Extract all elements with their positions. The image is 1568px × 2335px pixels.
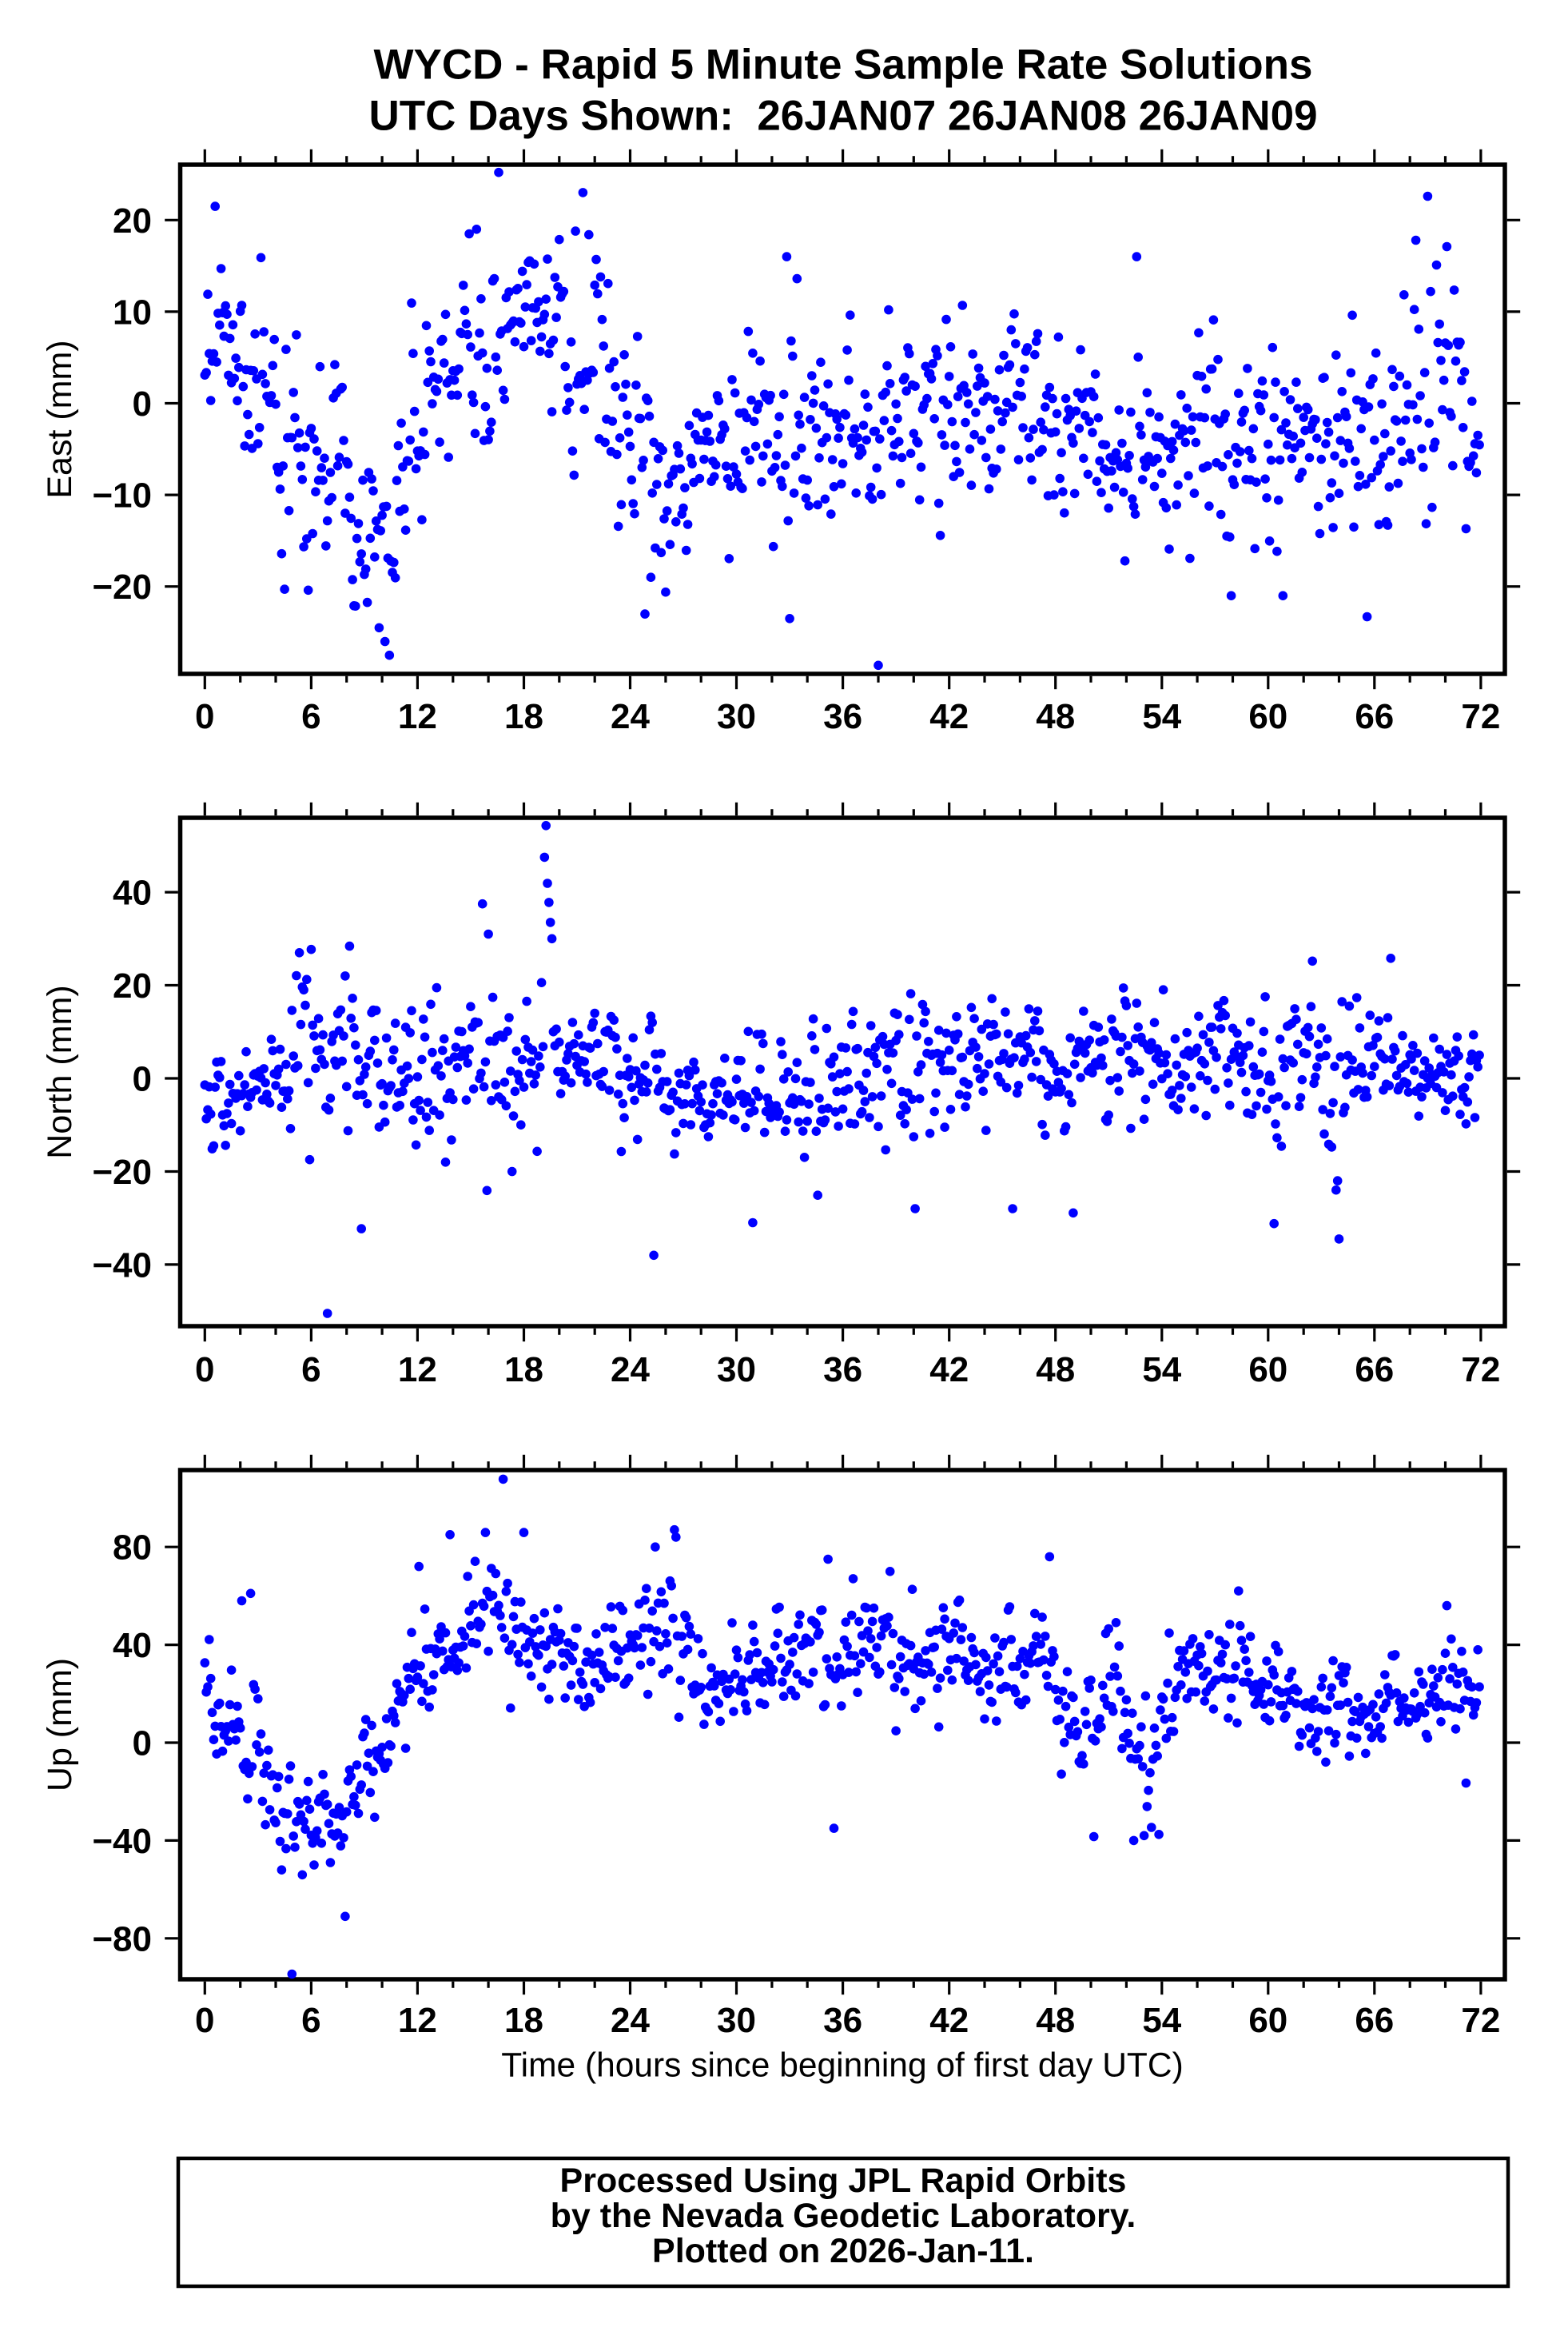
- svg-text:−10: −10: [92, 476, 152, 516]
- svg-text:Plotted on 2026-Jan-11.: Plotted on 2026-Jan-11.: [652, 2232, 1034, 2270]
- svg-text:66: 66: [1355, 2001, 1394, 2040]
- svg-text:30: 30: [717, 1350, 756, 1389]
- svg-text:−80: −80: [92, 1919, 152, 1958]
- svg-text:0: 0: [195, 1350, 214, 1389]
- svg-text:10: 10: [113, 293, 152, 332]
- svg-text:40: 40: [113, 1626, 152, 1665]
- svg-text:66: 66: [1355, 697, 1394, 736]
- svg-text:North (mm): North (mm): [41, 985, 79, 1158]
- svg-text:6: 6: [301, 2001, 320, 2040]
- svg-text:20: 20: [113, 966, 152, 1006]
- svg-text:East (mm): East (mm): [41, 340, 79, 498]
- svg-text:72: 72: [1461, 697, 1500, 736]
- svg-text:12: 12: [398, 2001, 437, 2040]
- svg-text:54: 54: [1142, 697, 1181, 736]
- svg-text:UTC Days Shown: 26JAN07 26JAN: UTC Days Shown: 26JAN07 26JAN08 26JAN09: [368, 92, 1317, 139]
- svg-text:18: 18: [504, 697, 543, 736]
- svg-text:36: 36: [823, 697, 862, 736]
- svg-text:36: 36: [823, 2001, 862, 2040]
- svg-text:42: 42: [929, 1350, 969, 1389]
- svg-text:WYCD - Rapid 5 Minute Sample R: WYCD - Rapid 5 Minute Sample Rate Soluti…: [374, 42, 1313, 89]
- svg-text:−20: −20: [92, 1153, 152, 1192]
- svg-text:−40: −40: [92, 1245, 152, 1285]
- svg-text:12: 12: [398, 697, 437, 736]
- svg-text:24: 24: [611, 2001, 650, 2040]
- svg-text:40: 40: [113, 874, 152, 913]
- svg-text:0: 0: [133, 1060, 152, 1099]
- svg-text:36: 36: [823, 1350, 862, 1389]
- svg-text:48: 48: [1036, 697, 1075, 736]
- svg-text:−20: −20: [92, 568, 152, 607]
- svg-text:by the Nevada Geodetic Laborat: by the Nevada Geodetic Laboratory.: [551, 2197, 1136, 2235]
- svg-text:30: 30: [717, 2001, 756, 2040]
- svg-text:Time (hours since beginning of: Time (hours since beginning of first day…: [501, 2047, 1183, 2085]
- svg-text:0: 0: [195, 2001, 214, 2040]
- svg-text:60: 60: [1248, 697, 1287, 736]
- svg-text:80: 80: [113, 1528, 152, 1568]
- svg-text:48: 48: [1036, 1350, 1075, 1389]
- svg-text:18: 18: [504, 2001, 543, 2040]
- svg-text:24: 24: [611, 697, 650, 736]
- svg-text:12: 12: [398, 1350, 437, 1389]
- svg-text:54: 54: [1142, 1350, 1181, 1389]
- svg-text:54: 54: [1142, 2001, 1181, 2040]
- svg-text:18: 18: [504, 1350, 543, 1389]
- svg-text:48: 48: [1036, 2001, 1075, 2040]
- svg-text:60: 60: [1248, 1350, 1287, 1389]
- svg-text:24: 24: [611, 1350, 650, 1389]
- svg-text:Processed Using JPL Rapid Orbi: Processed Using JPL Rapid Orbits: [560, 2162, 1127, 2200]
- svg-text:0: 0: [133, 385, 152, 424]
- svg-text:42: 42: [929, 697, 969, 736]
- svg-text:72: 72: [1461, 2001, 1500, 2040]
- svg-text:0: 0: [133, 1724, 152, 1763]
- svg-text:6: 6: [301, 1350, 320, 1389]
- svg-text:0: 0: [195, 697, 214, 736]
- svg-text:20: 20: [113, 201, 152, 241]
- svg-text:30: 30: [717, 697, 756, 736]
- svg-text:6: 6: [301, 697, 320, 736]
- svg-text:Up (mm): Up (mm): [41, 1658, 79, 1791]
- svg-text:−40: −40: [92, 1822, 152, 1861]
- svg-text:72: 72: [1461, 1350, 1500, 1389]
- svg-text:66: 66: [1355, 1350, 1394, 1389]
- svg-text:60: 60: [1248, 2001, 1287, 2040]
- svg-text:42: 42: [929, 2001, 969, 2040]
